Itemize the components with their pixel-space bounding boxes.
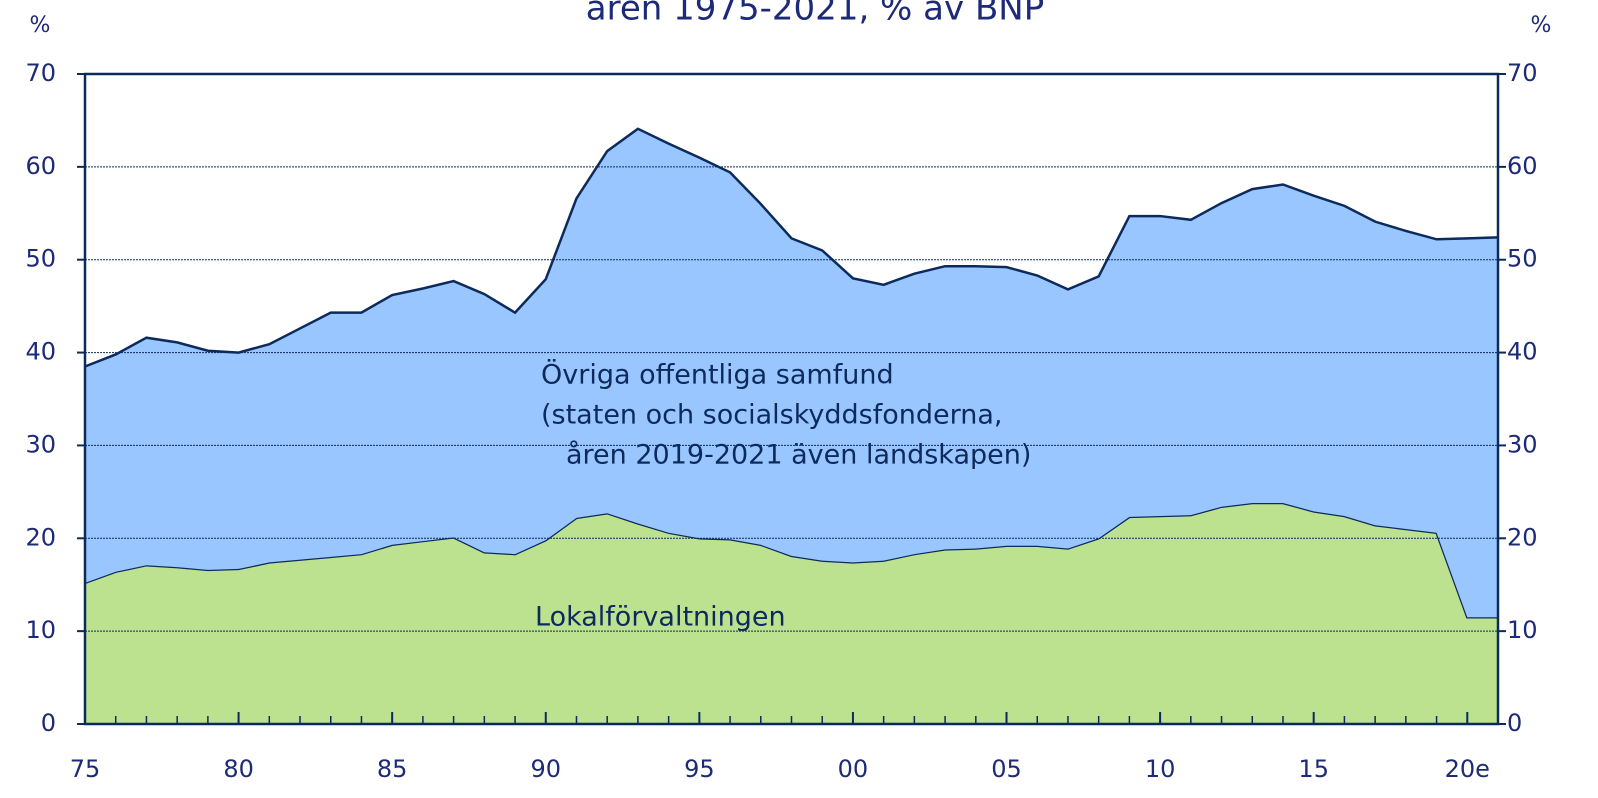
x-tick-label: 80 — [223, 755, 254, 783]
y-tick-label: 10 — [25, 616, 56, 644]
series-note: (staten och socialskyddsfonderna, — [541, 400, 1002, 431]
area — [85, 503, 1498, 724]
y-tick-label: 0 — [41, 709, 56, 737]
y-axis-label: % — [30, 13, 51, 38]
area — [85, 128, 1498, 618]
series-label: Lokalförvaltningen — [535, 602, 786, 633]
y-tick-label: 50 — [25, 245, 56, 273]
x-tick-label: 90 — [530, 755, 561, 783]
x-tick-label: 95 — [684, 755, 715, 783]
y2-tick-label: 10 — [1507, 616, 1538, 644]
y2-tick-label: 70 — [1507, 59, 1538, 87]
x-tick-label: 15 — [1298, 755, 1329, 783]
y2-tick-label: 30 — [1507, 430, 1538, 458]
y2-tick-label: 20 — [1507, 523, 1538, 551]
x-tick-label: 75 — [70, 755, 101, 783]
series-label: Övriga offentliga samfund — [541, 359, 894, 391]
x-tick-label: 00 — [838, 755, 869, 783]
y-tick-label: 30 — [25, 430, 56, 458]
x-tick-label: 05 — [991, 755, 1022, 783]
y-tick-label: 70 — [25, 59, 56, 87]
y-tick-label: 40 — [25, 338, 56, 366]
chart-title: åren 1975-2021, % av BNP — [586, 0, 1044, 29]
y2-tick-label: 40 — [1507, 338, 1538, 366]
y-tick-label: 60 — [25, 152, 56, 180]
y2-tick-label: 60 — [1507, 152, 1538, 180]
area-line — [84, 127, 1499, 368]
y2-tick-label: 0 — [1507, 709, 1522, 737]
y2-axis-label: % — [1531, 13, 1552, 38]
x-tick-label: 85 — [377, 755, 408, 783]
series-note: åren 2019-2021 även landskapen) — [566, 440, 1031, 471]
y-tick-label: 20 — [25, 523, 56, 551]
plot-frame — [83, 72, 1500, 726]
y2-tick-label: 50 — [1507, 245, 1538, 273]
x-tick-label: 20e — [1445, 755, 1490, 783]
x-tick-label: 10 — [1145, 755, 1176, 783]
